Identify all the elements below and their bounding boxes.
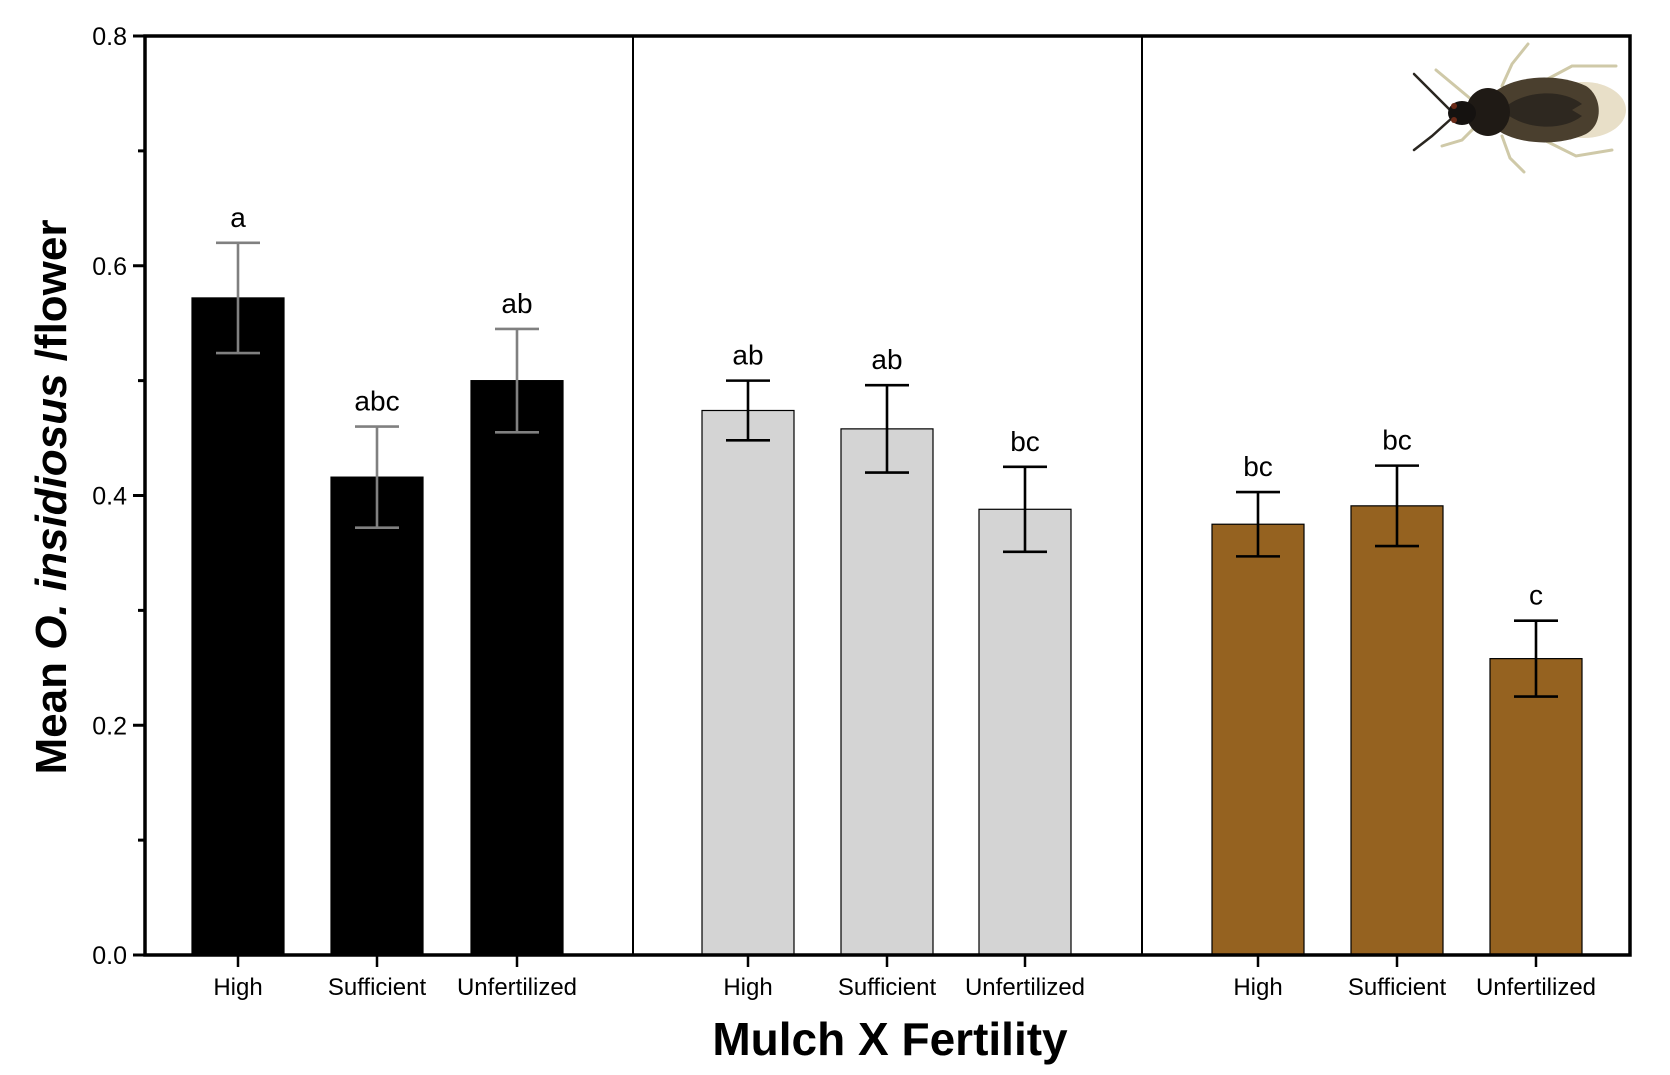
significance-letter: abc <box>354 386 399 417</box>
y-axis-title-species: O. insidiosus <box>27 374 76 650</box>
error-bar-group2-high <box>726 379 770 442</box>
x-tick-label: Unfertilized <box>965 974 1085 1001</box>
y-axis-title: Mean O. insidiosus /flower <box>27 219 76 774</box>
error-bar-group1-sufficient <box>355 425 399 529</box>
bar-group2-unfertilized <box>978 508 1072 956</box>
bar-group1-unfertilized <box>470 380 564 956</box>
bars-layer <box>191 297 1583 956</box>
bar-group1-sufficient <box>330 476 424 956</box>
x-tick-label: High <box>213 974 262 1001</box>
error-bars-layer <box>216 241 1558 698</box>
significance-letter: bc <box>1243 451 1273 482</box>
bar-group2-high <box>701 409 795 956</box>
insect-icon <box>1412 42 1626 174</box>
x-tick-label: Unfertilized <box>457 974 577 1001</box>
significance-letters-layer: a abc ab ab ab bc bc bc c <box>230 202 1543 611</box>
y-axis: 0.0 0.2 0.4 0.6 0.8 <box>92 23 145 970</box>
x-tick-label: Unfertilized <box>1476 974 1596 1001</box>
error-bar-group1-unfertilized <box>495 327 539 434</box>
significance-letter: ab <box>732 340 763 371</box>
error-bar-group1-high <box>216 241 260 355</box>
x-tick-label: High <box>723 974 772 1001</box>
y-axis-title-prefix: Mean <box>27 650 76 775</box>
y-axis-title-suffix: /flower <box>27 219 76 373</box>
bar-group3-unfertilized <box>1489 658 1583 956</box>
x-tick-label: Sufficient <box>838 974 937 1001</box>
significance-letter: a <box>230 202 246 233</box>
bar-group1-high <box>191 297 285 956</box>
x-tick-label: Sufficient <box>1348 974 1447 1001</box>
error-bar-group2-sufficient <box>865 383 909 474</box>
y-tick-label: 0.2 <box>92 712 127 740</box>
significance-letter: bc <box>1010 426 1040 457</box>
error-bar-group3-unfertilized <box>1514 619 1558 698</box>
significance-letter: ab <box>871 344 902 375</box>
y-tick-label: 0.4 <box>92 483 127 511</box>
significance-letter: ab <box>501 288 532 319</box>
bar-group3-sufficient <box>1350 505 1444 956</box>
x-axis-title: Mulch X Fertility <box>712 1013 1068 1065</box>
x-tick-label: Sufficient <box>328 974 427 1001</box>
error-bar-group2-unfertilized <box>1003 465 1047 554</box>
error-bar-group3-sufficient <box>1375 464 1419 548</box>
y-tick-label: 0.6 <box>92 253 127 281</box>
bar-group2-sufficient <box>840 428 934 956</box>
significance-letter: c <box>1529 580 1543 611</box>
x-axis: High Sufficient Unfertilized High Sufficient… <box>213 955 1596 1001</box>
bar-group3-high <box>1211 523 1305 956</box>
y-tick-label: 0.8 <box>92 23 127 51</box>
error-bar-group3-high <box>1236 490 1280 558</box>
y-tick-label: 0.0 <box>92 942 127 970</box>
x-tick-label: High <box>1233 974 1282 1001</box>
significance-letter: bc <box>1382 425 1412 456</box>
